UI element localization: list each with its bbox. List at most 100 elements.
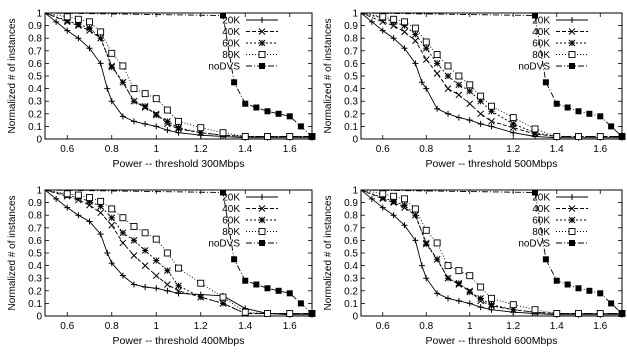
data-point: [86, 45, 93, 52]
x-tick-label: 0.8: [105, 144, 119, 155]
data-point: [64, 204, 71, 211]
data-point: [488, 118, 495, 125]
legend-marker: [259, 63, 265, 69]
data-point: [152, 257, 160, 264]
data-point: [444, 62, 452, 70]
data-point: [542, 79, 549, 86]
data-point: [164, 287, 171, 294]
data-point: [488, 306, 495, 313]
data-point: [64, 27, 71, 34]
data-point: [379, 190, 387, 198]
data-point: [477, 283, 485, 291]
x-tick-label: 1.6: [283, 144, 297, 155]
data-point: [422, 56, 430, 63]
data-point: [477, 97, 484, 105]
legend-marker: [568, 28, 576, 35]
data-point: [119, 214, 127, 222]
data-point: [444, 262, 452, 270]
data-point: [119, 78, 127, 86]
y-tick-label: 0.3: [344, 97, 358, 108]
data-point: [275, 287, 282, 294]
data-point: [142, 120, 149, 127]
data-point: [197, 124, 205, 132]
x-tick-label: 1.6: [593, 321, 607, 332]
legend-label: 20K: [222, 16, 240, 27]
data-point: [130, 223, 138, 230]
data-point: [488, 301, 495, 309]
data-point: [130, 252, 138, 259]
y-tick-label: 0.9: [344, 198, 358, 209]
legend-label: 80K: [532, 50, 550, 61]
data-point: [608, 300, 615, 307]
data-point: [164, 118, 171, 125]
data-point: [175, 124, 182, 132]
data-point: [219, 300, 227, 307]
y-tick-label: 0.1: [344, 299, 358, 310]
x-tick-label: 1.2: [506, 144, 520, 155]
series-80K: [360, 189, 626, 317]
data-point: [596, 133, 604, 140]
data-point: [108, 205, 116, 213]
series-line: [360, 12, 622, 137]
x-tick-label: 1: [467, 321, 473, 332]
x-tick-label: 0.8: [419, 321, 433, 332]
data-point: [422, 38, 430, 46]
chart-panel-1: 00.10.20.30.40.50.60.70.80.910.6 0.8 1 1.2 1…: [7, 9, 316, 170]
y-tick-label: 0.1: [28, 299, 42, 310]
data-point: [97, 203, 104, 210]
data-point: [411, 24, 419, 32]
data-point: [401, 28, 408, 36]
data-point: [434, 290, 441, 297]
legend-label: 20K: [532, 16, 550, 27]
y-axis-label: Normalized # of instances: [323, 18, 334, 133]
data-point: [141, 229, 149, 237]
data-point: [63, 190, 71, 198]
data-point: [97, 209, 104, 217]
legend-marker: [569, 17, 575, 23]
data-point: [379, 194, 387, 201]
data-point: [219, 129, 227, 137]
data-point: [553, 310, 561, 317]
data-point: [241, 308, 249, 316]
data-point: [197, 279, 205, 287]
data-point: [142, 284, 149, 291]
data-point: [104, 250, 111, 256]
data-point: [444, 72, 452, 80]
x-tick-label: 1: [467, 144, 473, 155]
data-point: [379, 27, 386, 34]
x-tick-label: 1: [153, 144, 159, 155]
x-axis-label: Power -- threshold 400Mbps: [113, 335, 245, 347]
data-point: [488, 107, 495, 115]
y-tick-label: 0.3: [344, 274, 358, 285]
data-point: [422, 44, 430, 52]
data-point: [231, 256, 238, 263]
legend-label: noDVS: [208, 239, 240, 250]
data-point: [575, 310, 582, 317]
data-point: [86, 18, 93, 26]
series-noDVS: [360, 12, 625, 140]
data-point: [97, 197, 105, 205]
y-tick-label: 0.5: [344, 249, 358, 260]
data-point: [141, 102, 149, 110]
data-point: [119, 229, 127, 237]
data-point: [141, 262, 149, 269]
series-noDVS: [44, 189, 315, 317]
data-point: [477, 120, 484, 127]
data-point: [175, 282, 182, 290]
legend-marker: [259, 240, 265, 246]
series-noDVS: [360, 189, 625, 317]
data-point: [466, 300, 473, 307]
data-point: [152, 272, 160, 280]
data-point: [97, 231, 104, 238]
data-point: [286, 310, 294, 317]
data-point: [219, 293, 227, 301]
data-point: [423, 85, 430, 92]
y-tick-label: 0.4: [344, 84, 358, 95]
data-point: [531, 125, 539, 133]
x-tick-label: 0.8: [105, 321, 119, 332]
series-line: [360, 12, 622, 137]
y-tick-label: 0.6: [28, 59, 42, 70]
legend-label: 40K: [532, 27, 550, 38]
data-point: [164, 267, 171, 274]
